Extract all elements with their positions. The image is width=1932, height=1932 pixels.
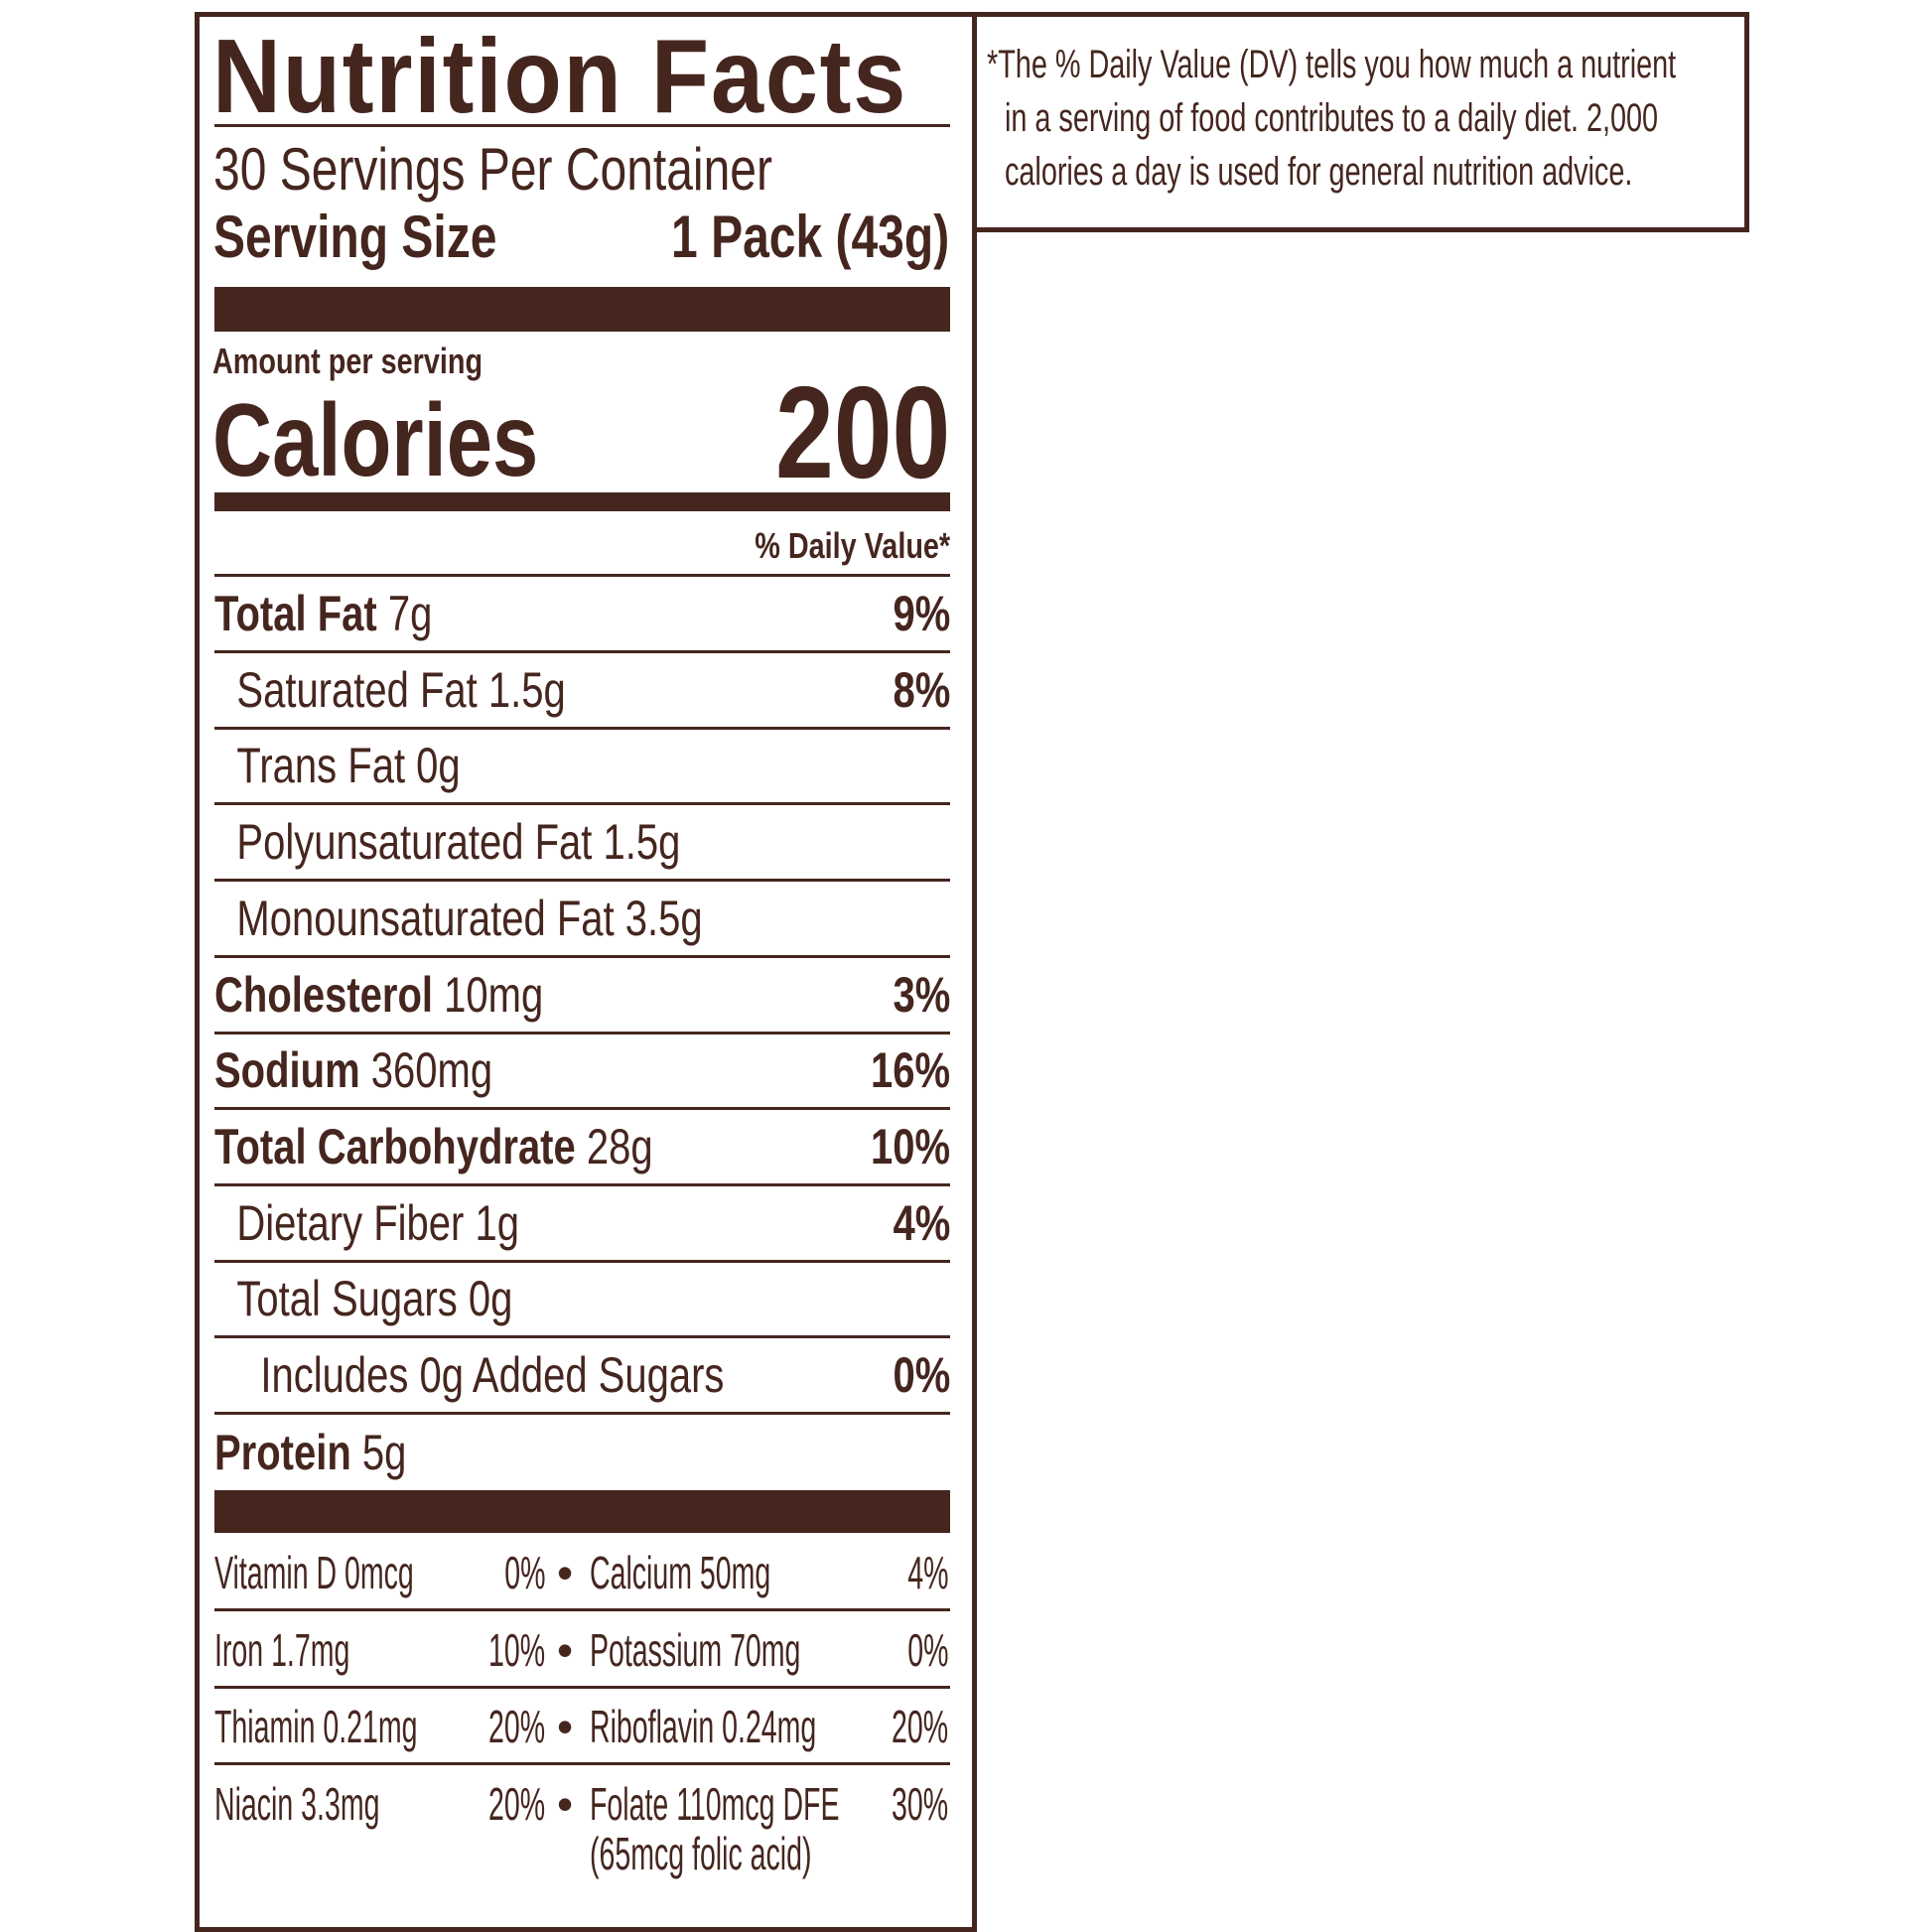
vitamin-row: Niacin 3.3mg 20% • Folate 110mcg DFE 30% (65m… <box>214 1765 950 1879</box>
vitamin-dv: 20% <box>487 1777 545 1830</box>
dv-rule <box>214 574 950 577</box>
nutrient-name: Sodium 360mg <box>214 1041 492 1099</box>
nutrient-dv: 3% <box>893 966 950 1023</box>
title-rule <box>214 124 950 127</box>
vitamin-row: Iron 1.7mg 10% • Potassium 70mg 0% <box>214 1611 950 1689</box>
nutrient-dv: 10% <box>870 1118 950 1174</box>
nutrient-amount: 10mg <box>444 966 544 1023</box>
vitamin-row: Vitamin D 0mcg 0% • Calcium 50mg 4% <box>214 1534 950 1611</box>
bullet-separator: • <box>557 1547 574 1598</box>
nutrient-name: Protein 5g <box>214 1424 406 1481</box>
nutrient-label: Trans Fat 0g <box>236 738 461 794</box>
vitamin-dv: 0% <box>503 1547 545 1598</box>
nutrient-amount: 5g <box>361 1425 407 1481</box>
calories-label: Calories <box>212 383 539 498</box>
nutrient-dv: 8% <box>893 661 950 718</box>
nutrient-dv: 0% <box>893 1347 950 1403</box>
footnote-line: calories a day is used for general nutri… <box>1005 150 1633 194</box>
nutrient-label: Dietary Fiber 1g <box>236 1194 519 1251</box>
footnote-line: in a serving of food contributes to a da… <box>1005 96 1659 140</box>
vitamin-dv: 30% <box>891 1777 948 1830</box>
nutrient-label: Cholesterol <box>214 966 434 1023</box>
daily-value-header: % Daily Value* <box>755 525 950 566</box>
vitamin-name: Folate 110mcg DFE <box>590 1777 840 1830</box>
nutrient-row: Total Fat 7g 9% <box>214 577 950 653</box>
vitamin-name: Potassium 70mg <box>590 1623 801 1676</box>
serving-size-label: Serving Size <box>213 204 497 270</box>
nutrient-row: Monounsaturated Fat 3.5g <box>214 882 950 958</box>
nutrient-label: Monounsaturated Fat 3.5g <box>236 890 703 946</box>
nutrient-name: Monounsaturated Fat 3.5g <box>214 890 703 947</box>
nutrient-dv: 16% <box>870 1042 950 1099</box>
nutrient-dv: 9% <box>893 586 950 641</box>
calories-value: 200 <box>774 359 950 505</box>
nutrient-name: Trans Fat 0g <box>214 737 461 794</box>
nutrient-row: Total Sugars 0g <box>214 1262 950 1339</box>
nutrient-name: Cholesterol 10mg <box>214 966 543 1024</box>
footnote-box <box>972 12 1749 232</box>
nutrient-label: Polyunsaturated Fat 1.5g <box>236 814 681 871</box>
bullet-separator: • <box>557 1623 574 1676</box>
nutrient-label: Includes 0g Added Sugars <box>260 1347 725 1403</box>
nutrient-name: Total Carbohydrate 28g <box>214 1118 653 1175</box>
nutrient-row: Trans Fat 0g <box>214 729 950 806</box>
nutrient-label: Total Fat <box>214 586 377 641</box>
bullet-separator: • <box>557 1777 574 1830</box>
nutrient-row: Includes 0g Added Sugars 0% <box>214 1338 950 1415</box>
nutrient-row: Saturated Fat 1.5g 8% <box>214 653 950 730</box>
nutrient-name: Includes 0g Added Sugars <box>214 1346 724 1404</box>
nutrient-row: Total Carbohydrate 28g 10% <box>214 1110 950 1186</box>
label-title: Nutrition Facts <box>212 18 908 135</box>
protein-bar <box>214 1490 950 1533</box>
thick-bar <box>214 287 950 332</box>
nutrient-name: Dietary Fiber 1g <box>214 1194 519 1252</box>
vitamin-row: Thiamin 0.21mg 20% • Riboflavin 0.24mg 20% <box>214 1688 950 1765</box>
nutrient-amount: 7g <box>387 586 433 641</box>
footnote-line: *The % Daily Value (DV) tells you how mu… <box>987 43 1677 86</box>
nutrient-dv: 4% <box>893 1194 950 1251</box>
medium-bar <box>214 492 950 511</box>
vitamin-name: Iron 1.7mg <box>214 1623 350 1676</box>
nutrient-name: Total Sugars 0g <box>214 1270 512 1327</box>
vitamin-name: Riboflavin 0.24mg <box>590 1701 817 1752</box>
nutrient-row: Sodium 360mg 16% <box>214 1034 950 1111</box>
nutrient-label: Total Carbohydrate <box>214 1118 576 1174</box>
serving-size-value: 1 Pack (43g) <box>670 204 949 270</box>
nutrient-label: Saturated Fat 1.5g <box>236 661 566 718</box>
vitamin-dv: 20% <box>891 1701 948 1752</box>
nutrient-label: Total Sugars 0g <box>236 1271 513 1327</box>
vitamin-name: Vitamin D 0mcg <box>214 1547 414 1598</box>
vitamin-dv: 0% <box>906 1623 948 1676</box>
nutrient-name: Total Fat 7g <box>214 585 432 642</box>
nutrient-row: Cholesterol 10mg 3% <box>214 958 950 1035</box>
nutrient-label: Protein <box>214 1425 351 1481</box>
vitamin-name: Calcium 50mg <box>590 1547 771 1598</box>
vitamin-dv: 20% <box>487 1701 545 1752</box>
nutrient-name: Polyunsaturated Fat 1.5g <box>214 813 680 871</box>
nutrient-label: Sodium <box>214 1042 360 1099</box>
vitamin-dv: 4% <box>906 1547 948 1598</box>
vitamin-note: (65mcg folic acid) <box>590 1827 812 1879</box>
vitamin-dv: 10% <box>487 1623 545 1676</box>
footnote: *The % Daily Value (DV) tells you how mu… <box>987 38 1932 199</box>
nutrition-label <box>195 12 977 1932</box>
nutrient-row: Protein 5g <box>214 1415 950 1491</box>
vitamin-name: Niacin 3.3mg <box>214 1777 380 1830</box>
nutrient-amount: 28g <box>586 1118 653 1174</box>
servings-per-container: 30 Servings Per Container <box>213 136 772 203</box>
nutrient-name: Saturated Fat 1.5g <box>214 661 566 719</box>
bullet-separator: • <box>557 1701 574 1752</box>
nutrient-row: Dietary Fiber 1g 4% <box>214 1186 950 1263</box>
nutrient-amount: 360mg <box>370 1042 493 1099</box>
nutrient-row: Polyunsaturated Fat 1.5g <box>214 805 950 883</box>
vitamin-name: Thiamin 0.21mg <box>214 1701 418 1752</box>
amount-per-serving: Amount per serving <box>212 341 483 381</box>
